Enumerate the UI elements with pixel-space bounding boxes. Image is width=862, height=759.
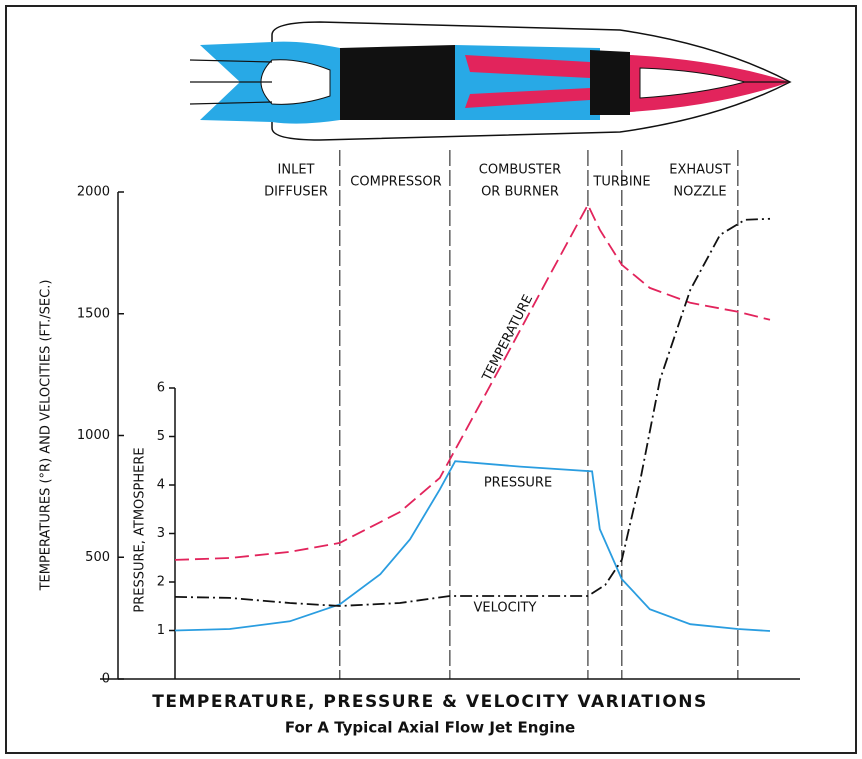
y2-tick-label: 6 [157,381,165,396]
y-tick-label: 2000 [77,185,110,200]
chart-subtitle: For A Typical Axial Flow Jet Engine [285,719,575,737]
series-line [174,460,771,632]
series-label: VELOCITY [474,601,537,616]
y2-tick-label: 2 [157,575,165,590]
series-label: PRESSURE [484,476,552,491]
section-label: DIFFUSER [264,185,328,200]
y2-tick-label: 5 [157,429,165,444]
section-label: COMBUSTER [479,163,561,178]
y-tick-label: 1500 [77,306,110,321]
section-label: TURBINE [592,175,650,190]
section-label: NOZZLE [673,185,726,200]
y-tick-label: 500 [85,550,110,565]
series-line [174,217,771,607]
section-label: COMPRESSOR [350,175,441,190]
y2-tick-label: 3 [157,526,165,541]
y2-axis-label: PRESSURE, ATMOSPHERE [133,447,148,612]
y-tick-label: 0 [102,672,110,687]
y-tick-label: 1000 [77,428,110,443]
section-label: INLET [278,163,315,178]
y-axis-label: TEMPERATURES (°R) AND VELOCITIES (FT./SE… [39,280,54,592]
y2-tick-label: 1 [157,623,165,638]
section-label: OR BURNER [481,185,559,200]
chart-title: TEMPERATURE, PRESSURE & VELOCITY VARIATI… [152,692,708,712]
section-label: EXHAUST [669,163,731,178]
y2-tick-label: 4 [157,478,165,493]
engine-illustration [189,21,792,141]
series-line [174,202,771,561]
